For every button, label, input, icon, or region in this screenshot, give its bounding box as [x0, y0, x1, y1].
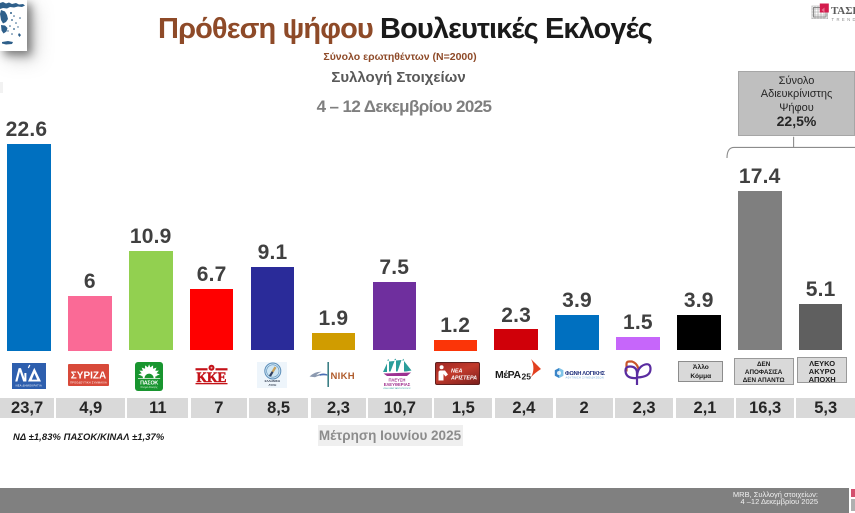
- svg-text:ΠΑΣΟΚ: ΠΑΣΟΚ: [140, 380, 158, 386]
- svg-text:25: 25: [522, 371, 532, 381]
- svg-text:ΕΛΛΗΝΙΚΗ: ΕΛΛΗΝΙΚΗ: [264, 380, 279, 384]
- svg-text:ΚΚΕ: ΚΚΕ: [196, 370, 226, 386]
- svg-text:ΝΕΑ ΔΗΜΟΚΡΑΤΙΑ: ΝΕΑ ΔΗΜΟΚΡΑΤΙΑ: [16, 384, 42, 388]
- svg-text:ΛΥΣΗ: ΛΥΣΗ: [268, 383, 276, 387]
- svg-text:ΦΩΝΗ ΛΟΓΙΚΗΣ: ΦΩΝΗ ΛΟΓΙΚΗΣ: [565, 371, 606, 377]
- svg-text:ΑΡΙΣΤΕΡΑ: ΑΡΙΣΤΕΡΑ: [450, 375, 477, 381]
- svg-text:ΜέΡΑ: ΜέΡΑ: [495, 369, 522, 381]
- svg-text:ΝΙΚΗ: ΝΙΚΗ: [331, 371, 355, 382]
- svg-text:ΤΑΣΕΙΣ: ΤΑΣΕΙΣ: [831, 5, 855, 17]
- svg-text:ΠΡΟΟΔΕΥΤΙΚΗ ΣΥΜΜΑΧΙΑ: ΠΡΟΟΔΕΥΤΙΚΗ ΣΥΜΜΑΧΙΑ: [70, 380, 107, 384]
- svg-text:TRENDS: TRENDS: [832, 17, 855, 22]
- svg-text:ΖΩΗ ΚΩΝΣΤΑΝΤΟΠΟΥΛΟΥ: ΖΩΗ ΚΩΝΣΤΑΝΤΟΠΟΥΛΟΥ: [383, 387, 411, 390]
- svg-text:ΕΛΕΥΘΕΡΙΑΣ: ΕΛΕΥΘΕΡΙΑΣ: [383, 382, 410, 387]
- svg-text:Κίνημα Αλλαγής: Κίνημα Αλλαγής: [141, 386, 159, 389]
- svg-text:ΝΕΑ: ΝΕΑ: [451, 369, 462, 375]
- svg-text:ΠΛΕΥΣΗ: ΠΛΕΥΣΗ: [388, 377, 405, 382]
- svg-text:ΣΥΡΙΖΑ: ΣΥΡΙΖΑ: [71, 370, 106, 381]
- svg-text:ΑΦΥΠΝΙΣΗ ΣΥΝΕΙΔΗΣΕΩΝ: ΑΦΥΠΝΙΣΗ ΣΥΝΕΙΔΗΣΕΩΝ: [565, 375, 603, 379]
